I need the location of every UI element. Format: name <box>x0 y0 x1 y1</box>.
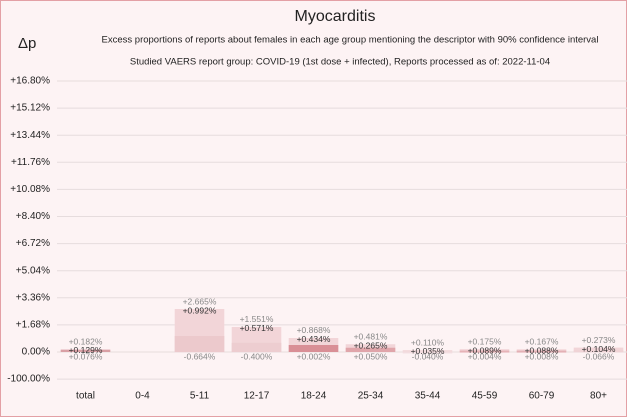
value-label: +0.571% <box>240 323 274 333</box>
upper-label: +0.110% <box>411 337 445 347</box>
bar <box>573 350 624 353</box>
chart-title: Myocarditis <box>295 8 376 25</box>
value-label: +0.265% <box>354 340 388 350</box>
bar <box>231 342 282 352</box>
x-tick-label: 12-17 <box>244 391 270 402</box>
value-label: +0.035% <box>411 346 445 356</box>
y-tick-label: +5.04% <box>16 265 50 276</box>
confidence-interval <box>459 349 510 352</box>
x-tick-label: 18-24 <box>301 391 327 402</box>
lower-label: -0.664% <box>184 351 216 361</box>
bar <box>516 350 567 353</box>
lower-label: +0.076% <box>69 351 103 361</box>
upper-label: +1.551% <box>240 314 274 324</box>
bar <box>402 351 453 354</box>
subtitle: Excess proportions of reports about fema… <box>102 35 599 46</box>
upper-label: +0.167% <box>525 337 559 347</box>
y-tick-label: +16.80% <box>10 76 50 87</box>
y-tick-label: -100.00% <box>7 374 50 385</box>
lower-label: -0.040% <box>412 351 444 361</box>
x-tick-label: 45-59 <box>472 391 498 402</box>
y-axis-label: Δp <box>18 35 36 52</box>
upper-label: +0.182% <box>69 336 103 346</box>
x-tick-label: 60-79 <box>529 391 555 402</box>
value-label: +0.104% <box>582 344 616 354</box>
lower-label: -0.400% <box>241 351 273 361</box>
bar <box>345 347 396 352</box>
value-label: +0.088% <box>525 346 559 356</box>
upper-label: +0.868% <box>297 325 331 335</box>
y-tick-label: +6.72% <box>16 238 50 249</box>
bar <box>459 350 510 353</box>
upper-label: +0.481% <box>354 331 388 341</box>
x-tick-label: 35-44 <box>415 391 441 402</box>
x-tick-label: 5-11 <box>190 391 210 402</box>
bar <box>288 344 339 352</box>
subtitle: Studied VAERS report group: COVID-19 (1s… <box>130 57 550 68</box>
y-tick-label: +8.40% <box>16 211 50 222</box>
bar <box>174 335 225 352</box>
confidence-interval <box>345 344 396 352</box>
y-tick-label: 0.00% <box>22 347 50 358</box>
upper-label: +0.175% <box>468 336 502 346</box>
y-tick-label: +1.68% <box>16 320 50 331</box>
y-tick-label: +10.08% <box>10 184 50 195</box>
bar <box>60 349 111 352</box>
value-label: +0.434% <box>297 334 331 344</box>
x-tick-label: total <box>76 391 95 402</box>
y-tick-label: +13.44% <box>10 130 50 141</box>
y-tick-label: +11.76% <box>11 157 50 168</box>
x-tick-label: 25-34 <box>358 391 384 402</box>
lower-label: +0.004% <box>468 351 502 361</box>
confidence-interval <box>573 347 624 353</box>
lower-label: -0.066% <box>583 351 615 361</box>
y-tick-label: +3.36% <box>16 292 50 303</box>
upper-label: +2.665% <box>183 296 217 306</box>
confidence-interval <box>402 350 453 353</box>
value-label: +0.992% <box>183 305 217 315</box>
x-tick-label: 0-4 <box>135 391 150 402</box>
upper-label: +0.273% <box>582 335 616 345</box>
lower-label: +0.050% <box>354 351 388 361</box>
value-label: +0.129% <box>69 345 103 355</box>
value-label: +0.089% <box>468 345 502 355</box>
y-tick-label: +15.12% <box>10 103 50 114</box>
x-tick-label: 80+ <box>590 391 607 402</box>
lower-label: +0.002% <box>297 351 331 361</box>
lower-label: +0.008% <box>525 351 559 361</box>
